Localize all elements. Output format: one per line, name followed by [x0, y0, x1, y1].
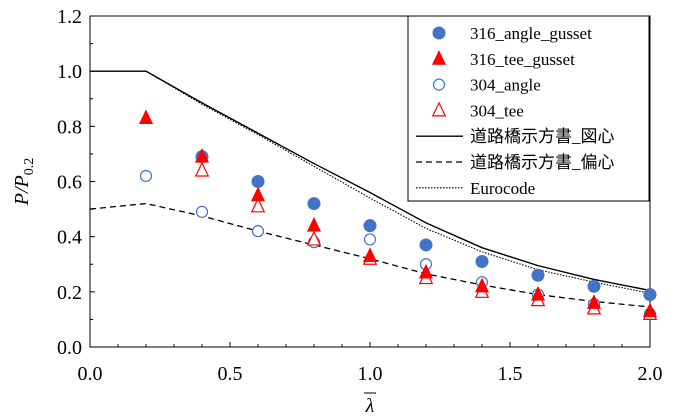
legend-marker [432, 78, 446, 91]
legend-marker [432, 26, 446, 40]
x-tick-label: 0.5 [218, 363, 243, 385]
series-line [90, 70, 651, 292]
data-point [138, 109, 154, 125]
data-point [363, 233, 377, 246]
x-tick-label: 0.0 [78, 363, 103, 385]
x-tick-label: 1.0 [358, 363, 383, 385]
data-point [419, 238, 433, 252]
legend-label: 304_angle [470, 76, 541, 95]
axis-labels: λ P/P0.2 [11, 158, 376, 416]
x-axis-label: λ [365, 395, 375, 416]
data-point [306, 216, 322, 232]
data-point [195, 205, 209, 218]
data-point [530, 285, 546, 301]
y-axis-label-subscript: 0.2 [22, 158, 37, 176]
y-axis-label: P/P0.2 [11, 158, 37, 207]
y-tick-label: 0.0 [57, 337, 82, 359]
y-tick-label: 0.4 [57, 227, 82, 249]
y-tick-label: 0.8 [57, 116, 82, 138]
data-point [642, 302, 658, 318]
legend-label: 316_angle_gusset [470, 24, 592, 43]
data-point [307, 197, 321, 211]
data-point [306, 230, 322, 246]
data-point [418, 263, 434, 279]
y-tick-label: 1.0 [57, 61, 82, 83]
legend-label: 316_tee_gusset [470, 50, 575, 69]
legend-box [407, 15, 650, 202]
legend-label: 道路橋示方書_図心 [470, 127, 615, 146]
data-point [251, 175, 265, 188]
data-point [362, 247, 378, 262]
data-point [586, 294, 602, 309]
axes: 0.0 0.5 1.0 1.5 2.0 0.0 0.2 0.4 0.6 0.8 1.0 1.2 [57, 6, 663, 385]
reference-curves [89, 70, 651, 308]
legend-marker [431, 50, 447, 65]
data-point [474, 277, 490, 293]
data-point [194, 148, 210, 163]
data-point [139, 169, 153, 183]
data-point [643, 288, 657, 302]
data-point [587, 279, 601, 293]
data-point [250, 186, 266, 202]
legend-label: 道路橋示方書_偏心 [470, 153, 615, 172]
data-markers [138, 109, 658, 320]
y-tick-label: 1.2 [57, 6, 82, 28]
data-point [251, 225, 265, 238]
data-point [475, 254, 489, 268]
data-point [363, 219, 377, 233]
x-tick-label: 2.0 [638, 363, 663, 385]
y-tick-label: 0.6 [57, 172, 82, 194]
series-line [89, 202, 651, 308]
y-tick-label: 0.2 [57, 282, 82, 304]
data-point [531, 268, 545, 282]
data-point [194, 161, 210, 177]
legend-label: Eurocode [470, 179, 535, 198]
legend-label: 304_tee [470, 101, 524, 120]
legend: 316_angle_gusset 316_tee_gusset 304_angle 3… [407, 15, 650, 202]
legend-marker [431, 101, 447, 117]
data-point [250, 197, 266, 213]
x-tick-label: 1.5 [498, 363, 523, 385]
series-line [90, 70, 651, 294]
